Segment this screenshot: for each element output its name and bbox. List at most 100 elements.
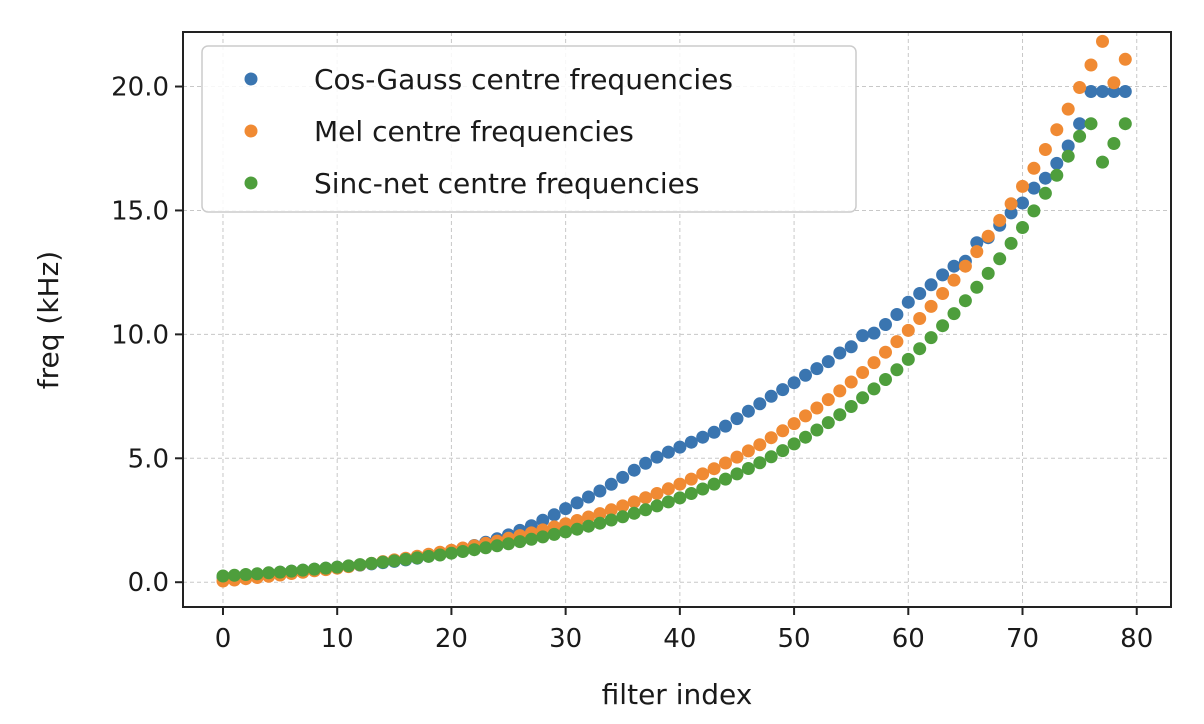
data-point-mel: [616, 499, 630, 513]
data-point-cos-gauss: [604, 477, 618, 491]
data-point-sinc-net: [924, 331, 938, 345]
data-point-sinc-net: [947, 307, 961, 321]
data-point-sinc-net: [410, 551, 424, 565]
data-point-sinc-net: [856, 391, 870, 405]
data-point-cos-gauss: [833, 346, 847, 360]
data-point-sinc-net: [936, 319, 950, 333]
data-point-sinc-net: [1096, 155, 1109, 169]
data-point-sinc-net: [502, 537, 515, 551]
data-point-cos-gauss: [764, 389, 778, 403]
data-point-mel: [913, 312, 927, 325]
plot-frame: [182, 31, 1172, 608]
data-point-sinc-net: [536, 530, 550, 544]
data-point-cos-gauss: [684, 435, 698, 449]
data-point-sinc-net: [1107, 137, 1121, 150]
data-point-cos-gauss: [559, 502, 573, 516]
data-point-cos-gauss: [924, 278, 938, 292]
data-point-sinc-net: [330, 560, 344, 574]
data-point-cos-gauss: [730, 412, 744, 426]
data-point-mel: [593, 507, 607, 521]
x-tick-label: 30: [549, 624, 582, 654]
data-point-sinc-net: [456, 545, 470, 558]
data-point-cos-gauss: [844, 340, 858, 354]
data-point-mel: [981, 229, 995, 243]
data-point-sinc-net: [387, 554, 401, 568]
data-point-sinc-net: [821, 416, 835, 430]
data-point-sinc-net: [833, 408, 847, 422]
data-point-sinc-net: [799, 430, 812, 444]
data-point-cos-gauss: [570, 496, 584, 510]
data-point-mel: [958, 259, 972, 273]
data-point-sinc-net: [650, 499, 664, 513]
data-point-mel: [924, 299, 938, 313]
data-point-sinc-net: [981, 266, 995, 280]
data-point-sinc-net: [250, 567, 264, 581]
y-tick-label: 10.0: [111, 320, 169, 350]
y-tick-label: 0.0: [128, 568, 169, 598]
legend-label-cos-gauss: Cos-Gauss centre frequencies: [314, 63, 733, 96]
data-point-sinc-net: [353, 558, 367, 572]
data-point-sinc-net: [570, 522, 584, 536]
data-point-mel: [936, 287, 950, 300]
data-point-sinc-net: [273, 565, 287, 579]
y-tick-label: 5.0: [128, 444, 169, 474]
x-tick-label: 40: [663, 624, 696, 654]
data-point-sinc-net: [547, 527, 561, 541]
data-point-mel: [1004, 197, 1018, 211]
data-point-cos-gauss: [901, 295, 915, 309]
data-point-cos-gauss: [627, 463, 641, 477]
x-tick-label: 50: [778, 624, 811, 654]
legend-frame: [201, 45, 857, 213]
data-point-mel: [890, 335, 904, 349]
data-point-cos-gauss: [696, 430, 710, 444]
data-point-sinc-net: [696, 482, 710, 496]
data-point-mel: [627, 495, 641, 509]
data-point-cos-gauss: [1084, 85, 1098, 98]
data-point-sinc-net: [1016, 221, 1029, 234]
data-point-cos-gauss: [673, 440, 687, 454]
data-point-sinc-net: [604, 513, 618, 527]
data-point-sinc-net: [239, 568, 253, 581]
data-point-cos-gauss: [1073, 117, 1087, 131]
data-point-mel: [993, 213, 1007, 227]
data-point-cos-gauss: [1004, 206, 1018, 220]
data-point-sinc-net: [741, 462, 755, 475]
data-point-mel: [799, 409, 812, 423]
data-point-sinc-net: [787, 437, 801, 451]
data-point-sinc-net: [1118, 117, 1132, 131]
data-point-sinc-net: [307, 562, 321, 576]
data-point-cos-gauss: [821, 355, 835, 369]
data-point-sinc-net: [719, 472, 732, 486]
data-point-sinc-net: [467, 543, 481, 557]
data-point-sinc-net: [627, 506, 641, 520]
data-point-sinc-net: [1050, 168, 1064, 182]
legend-label-sinc-net: Sinc-net centre frequencies: [314, 167, 699, 200]
y-axis-label: freq (kHz): [32, 251, 65, 389]
x-tick-label: 0: [215, 624, 232, 654]
data-point-cos-gauss: [707, 425, 721, 439]
data-point-mel: [1016, 179, 1029, 193]
data-point-sinc-net: [764, 450, 778, 464]
data-point-mel: [1118, 52, 1132, 66]
data-point-cos-gauss: [1016, 196, 1029, 210]
data-point-sinc-net: [901, 352, 915, 366]
data-point-sinc-net: [776, 444, 790, 458]
data-point-mel: [787, 417, 801, 431]
data-point-sinc-net: [684, 487, 698, 500]
data-point-mel: [696, 467, 710, 481]
data-point-sinc-net: [1073, 129, 1087, 143]
data-point-mel: [707, 462, 721, 476]
data-point-cos-gauss: [913, 287, 927, 300]
data-point-cos-gauss: [1038, 171, 1052, 185]
data-point-sinc-net: [296, 563, 310, 577]
data-point-sinc-net: [958, 294, 972, 308]
data-point-mel: [1073, 81, 1087, 94]
data-point-sinc-net: [342, 559, 356, 573]
data-points: [216, 34, 1132, 588]
data-point-sinc-net: [616, 510, 630, 524]
data-point-sinc-net: [867, 382, 881, 396]
legend-marker-cos-gauss: [244, 72, 258, 86]
data-point-cos-gauss: [776, 383, 790, 397]
data-point-mel: [776, 424, 790, 438]
data-point-sinc-net: [444, 546, 458, 560]
